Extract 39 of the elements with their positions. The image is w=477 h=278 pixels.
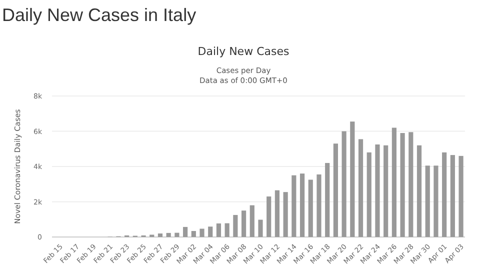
bar — [308, 180, 313, 237]
bar — [358, 139, 364, 237]
bar — [384, 145, 388, 237]
bar — [283, 192, 288, 237]
bar — [416, 145, 422, 237]
bar — [375, 144, 380, 237]
bar — [450, 155, 455, 237]
bar — [233, 214, 238, 237]
bar — [342, 131, 346, 237]
bar — [158, 233, 163, 237]
bar — [442, 152, 447, 237]
bar — [350, 122, 355, 237]
bar — [392, 128, 396, 237]
bar — [292, 175, 296, 237]
bar — [316, 174, 322, 237]
bar — [408, 132, 414, 237]
bar — [458, 156, 464, 237]
bar — [241, 210, 246, 237]
bar — [425, 166, 430, 237]
bar — [216, 223, 222, 237]
chart-subtitle: Daily New Cases — [198, 45, 290, 58]
bar — [224, 223, 230, 237]
bar — [300, 174, 305, 237]
bar — [366, 152, 372, 237]
bar — [258, 220, 263, 237]
bar — [434, 166, 438, 237]
bar — [325, 162, 330, 237]
bar — [266, 196, 272, 237]
bar — [183, 226, 188, 237]
bar — [250, 205, 254, 237]
bar — [208, 226, 213, 237]
bar — [400, 133, 405, 237]
bar — [191, 231, 196, 237]
bar — [333, 144, 338, 237]
bar — [166, 232, 171, 237]
bar — [174, 232, 180, 237]
bar — [274, 190, 280, 237]
chart-title: Daily New Cases in Italy — [2, 5, 196, 25]
bar — [200, 228, 204, 237]
